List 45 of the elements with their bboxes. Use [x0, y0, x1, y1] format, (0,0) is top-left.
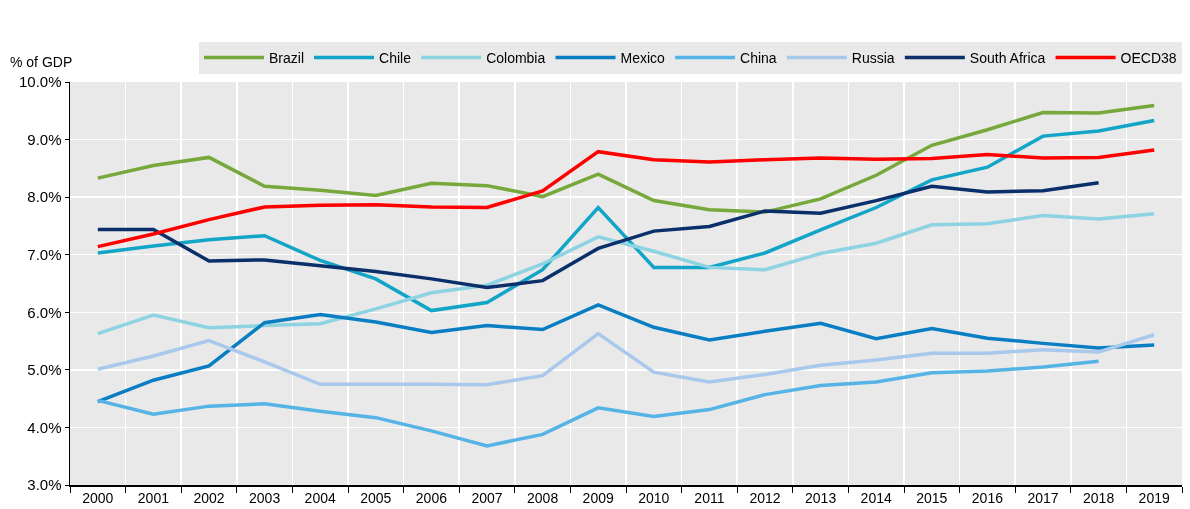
- x-tick-label: 2002: [193, 490, 225, 507]
- y-tick-label: 4.0%: [27, 418, 62, 436]
- x-tick-label: 2010: [638, 490, 670, 507]
- x-tick-label: 2015: [916, 490, 948, 507]
- x-tick-label: 2005: [360, 490, 392, 507]
- line-series: [96, 148, 1156, 249]
- y-tick-label: 7.0%: [27, 245, 62, 263]
- legend-label: South Africa: [969, 50, 1046, 66]
- x-tick-label: 2016: [971, 490, 1004, 507]
- x-tick-label: 2013: [805, 490, 837, 507]
- x-tick-label: 2019: [1138, 490, 1170, 507]
- x-tick-label: 2018: [1083, 490, 1115, 507]
- y-axis-title: % of GDP: [10, 54, 73, 70]
- legend-label: Mexico: [620, 50, 666, 66]
- y-tick-label: 6.0%: [27, 303, 62, 321]
- legend-label: Russia: [851, 50, 895, 66]
- x-tick-label: 2000: [82, 490, 114, 507]
- y-tick-label: 9.0%: [27, 130, 62, 148]
- x-tick-label: 2003: [249, 490, 281, 507]
- y-tick-label: 5.0%: [27, 361, 62, 379]
- line-series: [96, 212, 1156, 336]
- x-tick-label: 2014: [860, 490, 892, 507]
- x-tick-label: 2009: [582, 490, 614, 507]
- x-tick-label: 2008: [527, 490, 559, 507]
- x-tick-label: 2012: [749, 490, 781, 507]
- x-tick-label: 2001: [137, 490, 170, 507]
- x-tick-label: 2007: [471, 490, 503, 507]
- x-tick-label: 2017: [1027, 490, 1059, 507]
- line-series: [96, 103, 1156, 214]
- line-series: [96, 118, 1156, 313]
- x-tick-label: 2004: [304, 490, 336, 507]
- legend-label: China: [740, 50, 777, 66]
- y-tick-label: 8.0%: [27, 188, 62, 206]
- line-series: [96, 303, 1156, 404]
- legend-label: Chile: [379, 50, 412, 66]
- legend-label: Brazil: [269, 50, 305, 66]
- y-tick-label: 3.0%: [27, 476, 62, 494]
- line-series: [96, 359, 1101, 448]
- legend-label: OECD38: [1120, 50, 1177, 66]
- legend-label: Colombia: [486, 50, 546, 66]
- x-tick-label: 2011: [694, 490, 725, 507]
- line-series: [96, 181, 1101, 290]
- x-tick-label: 2006: [415, 490, 448, 507]
- y-tick-label: 10.0%: [18, 73, 62, 91]
- line-series: [96, 331, 1156, 387]
